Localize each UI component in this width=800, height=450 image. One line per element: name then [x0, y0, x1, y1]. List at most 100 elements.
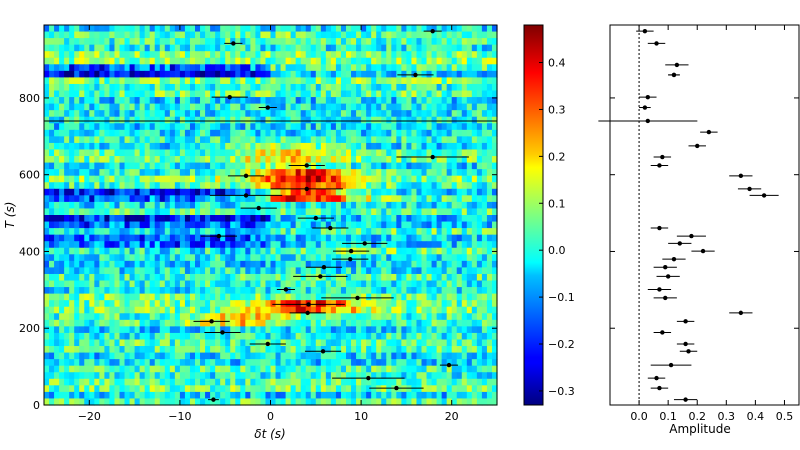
colorbar-tick-label: −0.3 [548, 385, 575, 398]
heatmap-x-tick-label: −10 [168, 410, 191, 423]
heatmap-marker [270, 186, 343, 192]
amplitude-marker [676, 319, 695, 324]
amplitude-marker [662, 256, 686, 262]
heatmap-marker [304, 349, 342, 354]
heatmap-x-tick-label: 20 [445, 410, 459, 423]
heatmap-marker [305, 265, 343, 270]
amplitude-marker [729, 310, 753, 316]
heatmap-marker [240, 205, 277, 211]
amplitude-marker [647, 375, 666, 381]
heatmap-x-tick-label: 0 [267, 410, 274, 423]
heatmap-marker [332, 256, 369, 262]
colorbar-tick-label: 0.3 [548, 103, 566, 116]
amplitude-marker [688, 143, 706, 149]
heatmap-marker [423, 28, 442, 34]
heatmap-marker [396, 154, 469, 160]
amplitude-x-tick-label: 0.3 [718, 410, 736, 423]
amplitude-frame [609, 24, 800, 406]
amplitude-x-label: Amplitude [669, 422, 731, 436]
heatmap-marker [193, 319, 230, 324]
amplitude-marker [650, 163, 669, 168]
amplitude-x-tick-label: 0.2 [688, 410, 706, 423]
heatmap-marker [204, 330, 241, 335]
amplitude-x-tick-label: 0.4 [747, 410, 765, 423]
amplitude-x-tick-label: 0.0 [630, 410, 648, 423]
heatmap-y-tick-label: 400 [19, 245, 40, 258]
heatmap-marker [227, 173, 265, 179]
amplitude-marker [639, 94, 657, 100]
heatmap-marker [224, 41, 243, 46]
amplitude-marker [650, 385, 669, 391]
amplitude-marker [653, 265, 677, 270]
colorbar-gradient [523, 24, 544, 406]
heatmap-marker [276, 287, 295, 292]
amplitude-marker [653, 330, 672, 335]
heatmap-marker [200, 233, 237, 239]
heatmap-marker [312, 225, 349, 231]
amplitude-marker [668, 72, 680, 78]
amplitude-marker [647, 41, 666, 46]
heatmap-marker [297, 215, 334, 221]
heatmap-marker [289, 310, 326, 316]
heatmap-marker [207, 397, 219, 402]
amplitude-marker [679, 349, 698, 354]
colorbar: −0.3 −0.2 −0.1 0.0 0.1 0.2 0.3 0.4 [523, 24, 575, 406]
heatmap-marker [249, 341, 286, 347]
amplitude-marker [700, 129, 718, 135]
heatmap-x-label: δt (s) [254, 427, 285, 441]
colorbar-tick-label: 0.4 [548, 57, 566, 70]
heatmap-marker [293, 274, 348, 279]
amplitude-marker [737, 186, 762, 192]
amplitude-marker [650, 225, 669, 231]
heatmap-marker [342, 241, 388, 246]
amplitude-marker [668, 241, 692, 246]
colorbar-tick-label: −0.1 [548, 291, 575, 304]
heatmap-marker [209, 193, 283, 198]
heatmap-y-tick-label: 200 [19, 322, 40, 335]
amplitude-marker [673, 397, 698, 402]
amplitude-marker [691, 248, 715, 254]
heatmap-panel: −20 −10 0 10 20 0 200 400 600 800 δt (s) T (s) [3, 24, 498, 441]
amplitude-marker [598, 118, 698, 124]
heatmap-marker [369, 385, 424, 391]
amplitude-marker [665, 62, 689, 68]
amplitude-marker [656, 274, 680, 279]
heatmap-y-tick-label: 0 [33, 399, 40, 412]
colorbar-ticks: −0.3 −0.2 −0.1 0.0 0.1 0.2 0.3 0.4 [539, 57, 575, 398]
heatmap-marker [439, 362, 459, 368]
amplitude-marker [639, 105, 651, 110]
heatmap-marker [333, 248, 370, 254]
heatmap-x-tick-label: 10 [354, 410, 368, 423]
heatmap-marker [397, 72, 434, 78]
amplitude-marker [636, 28, 654, 34]
amplitude-marker [653, 295, 677, 301]
amplitude-marker [749, 193, 779, 198]
heatmap-marker [288, 163, 325, 168]
heatmap-marker [332, 375, 405, 381]
amplitude-panel: 0.0 0.1 0.2 0.3 0.4 0.5 Amplitude [598, 24, 800, 436]
heatmap-markers [193, 28, 469, 402]
amplitude-y-ticks [610, 97, 799, 406]
colorbar-tick-label: 0.0 [548, 244, 566, 257]
heatmap-x-tick-label: −20 [78, 410, 101, 423]
amplitude-marker [676, 233, 706, 239]
amplitude-x-ticks: 0.0 0.1 0.2 0.3 0.4 0.5 [630, 25, 793, 423]
amplitude-marker [676, 341, 695, 347]
heatmap-marker [211, 94, 248, 100]
colorbar-tick-label: −0.2 [548, 338, 575, 351]
amplitude-marker [729, 173, 753, 179]
heatmap-cells [44, 25, 498, 406]
heatmap-marker [258, 105, 277, 110]
colorbar-tick-label: 0.1 [548, 197, 566, 210]
amplitude-x-tick-label: 0.5 [776, 410, 794, 423]
amplitude-x-tick-label: 0.1 [659, 410, 677, 423]
heatmap-y-tick-label: 600 [19, 169, 40, 182]
heatmap-marker [272, 302, 345, 307]
amplitude-markers [598, 28, 779, 402]
amplitude-marker [653, 154, 672, 160]
heatmap-y-tick-label: 800 [19, 92, 40, 105]
amplitude-marker [650, 362, 692, 368]
colorbar-tick-label: 0.2 [548, 150, 566, 163]
heatmap-marker [321, 295, 394, 301]
